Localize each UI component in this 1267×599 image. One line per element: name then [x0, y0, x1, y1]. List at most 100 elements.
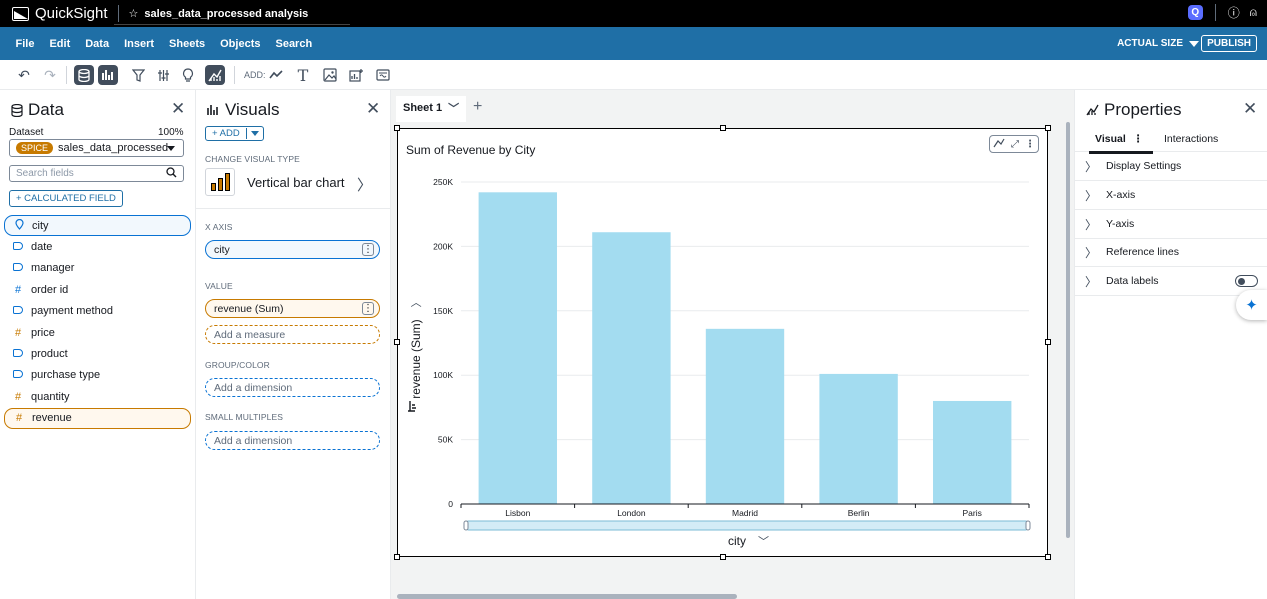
- bar-berlin[interactable]: [819, 373, 898, 504]
- more-options-icon[interactable]: ⋮: [1025, 138, 1035, 150]
- add-calculated-field-button[interactable]: + CALCULATED FIELD: [9, 190, 123, 207]
- tab-interactions[interactable]: Interactions: [1164, 133, 1219, 145]
- add-visual-dropdown-icon[interactable]: [247, 131, 263, 136]
- field-menu-icon[interactable]: ⋮: [362, 243, 374, 256]
- dataset-select[interactable]: SPICE sales_data_processed: [9, 139, 184, 157]
- x-axis-chevron-icon[interactable]: ﹀: [758, 535, 769, 548]
- field-product[interactable]: product: [4, 343, 191, 364]
- actual-size-dropdown[interactable]: ACTUAL SIZE: [1117, 38, 1199, 49]
- resize-handle[interactable]: [394, 339, 400, 345]
- data-panel-toggle-icon[interactable]: [74, 65, 94, 85]
- close-data-panel-icon[interactable]: ✕: [171, 99, 186, 118]
- resize-handle[interactable]: [720, 125, 726, 131]
- y-axis-title[interactable]: revenue (Sum): [409, 319, 423, 398]
- chevron-down-icon[interactable]: ﹀: [448, 103, 460, 115]
- close-properties-panel-icon[interactable]: ✕: [1243, 99, 1258, 118]
- sort-icon[interactable]: [408, 401, 416, 412]
- data-labels-toggle[interactable]: [1235, 275, 1258, 287]
- analysis-title[interactable]: ☆ sales_data_processed analysis: [128, 7, 309, 21]
- menu-sheets[interactable]: Sheets: [169, 37, 206, 50]
- help-icon[interactable]: ⓘ: [1227, 6, 1240, 20]
- menu-insert[interactable]: Insert: [124, 37, 155, 50]
- insights-icon[interactable]: [178, 65, 198, 85]
- resize-handle[interactable]: [1045, 554, 1051, 560]
- filter-icon[interactable]: [128, 65, 148, 85]
- resize-handle[interactable]: [720, 554, 726, 560]
- add-measure-well[interactable]: Add a measure: [205, 325, 380, 344]
- x-axis-title[interactable]: city: [728, 534, 746, 548]
- field-payment-method[interactable]: payment method: [4, 301, 191, 322]
- add-embed-icon[interactable]: [373, 65, 393, 85]
- menu-search[interactable]: Search: [275, 37, 313, 50]
- add-image-icon[interactable]: [320, 65, 340, 85]
- add-sheet-button[interactable]: +: [473, 98, 483, 115]
- add-insight-icon[interactable]: [346, 65, 366, 85]
- field-revenue[interactable]: # revenue: [4, 407, 191, 429]
- section-data-labels[interactable]: 〉 Data labels: [1075, 267, 1267, 296]
- quicksight-logo[interactable]: QuickSight: [0, 5, 108, 22]
- add-visual-icon[interactable]: [266, 65, 286, 85]
- field-order-id[interactable]: # order id: [4, 279, 191, 300]
- visual-type-selector[interactable]: Vertical bar chart 〉: [205, 167, 380, 197]
- vertical-scrollbar[interactable]: [1066, 122, 1070, 538]
- x-axis-field-well[interactable]: city ⋮: [205, 240, 380, 259]
- undo-icon[interactable]: ↶: [18, 66, 30, 83]
- section-display-settings[interactable]: 〉 Display Settings: [1075, 152, 1267, 181]
- bar-paris[interactable]: [933, 400, 1012, 504]
- value-field-well[interactable]: revenue (Sum) ⋮: [205, 299, 380, 318]
- group-color-well[interactable]: Add a dimension: [205, 378, 380, 397]
- expand-icon[interactable]: ⤢: [1011, 138, 1019, 150]
- section-reference-lines[interactable]: 〉 Reference lines: [1075, 238, 1267, 267]
- redo-icon[interactable]: ↷: [44, 66, 56, 83]
- field-date[interactable]: date: [4, 236, 191, 257]
- bar-lisbon[interactable]: [478, 192, 557, 504]
- section-x-axis[interactable]: 〉 X-axis: [1075, 181, 1267, 210]
- search-icon[interactable]: [166, 167, 177, 181]
- range-slider-right-handle[interactable]: [1025, 520, 1031, 531]
- chart-title[interactable]: Sum of Revenue by City: [406, 143, 536, 157]
- menu-data[interactable]: Data: [85, 37, 110, 50]
- resize-handle[interactable]: [394, 554, 400, 560]
- menu-objects[interactable]: Objects: [220, 37, 261, 50]
- field-menu-icon[interactable]: ⋮: [362, 302, 374, 315]
- x-axis-range-slider[interactable]: [463, 520, 1031, 531]
- bar-london[interactable]: [592, 232, 671, 504]
- star-icon[interactable]: ☆: [128, 8, 139, 20]
- bar-chart-visual[interactable]: Sum of Revenue by City ⤢ ⋮ 0 50K 100K 150K 2…: [394, 125, 1051, 560]
- properties-panel-toggle-icon[interactable]: [205, 65, 225, 85]
- field-quantity[interactable]: # quantity: [4, 386, 191, 407]
- properties-icon[interactable]: [993, 138, 1005, 151]
- tab-sheet-1[interactable]: Sheet 1 ﹀: [396, 96, 466, 122]
- q-assistant-icon[interactable]: Q: [1187, 5, 1203, 20]
- menu-file[interactable]: File: [15, 37, 35, 50]
- chevron-right-icon[interactable]: 〉: [356, 177, 372, 194]
- resize-handle[interactable]: [1045, 125, 1051, 131]
- add-visual-split-button[interactable]: + ADD: [205, 126, 264, 141]
- small-multiples-well[interactable]: Add a dimension: [205, 431, 380, 450]
- field-city[interactable]: city: [4, 215, 191, 237]
- assistant-sparkle-icon[interactable]: ✦: [1236, 290, 1267, 320]
- field-price[interactable]: # price: [4, 322, 191, 343]
- parameters-icon[interactable]: [153, 65, 173, 85]
- close-visuals-panel-icon[interactable]: ✕: [366, 99, 381, 118]
- geo-pin-icon: [13, 218, 25, 233]
- field-purchase-type[interactable]: purchase type: [4, 365, 191, 386]
- visuals-panel-toggle-icon[interactable]: [98, 65, 118, 85]
- bar-madrid[interactable]: [705, 328, 785, 504]
- range-slider-left-handle[interactable]: [463, 520, 469, 531]
- user-icon[interactable]: ⍝: [1249, 5, 1257, 19]
- resize-handle[interactable]: [1045, 339, 1051, 345]
- tab-visual[interactable]: Visual ⋮: [1088, 133, 1154, 154]
- section-y-axis[interactable]: 〉 Y-axis: [1075, 210, 1267, 239]
- publish-button[interactable]: PUBLISH: [1201, 35, 1257, 52]
- horizontal-scrollbar[interactable]: [397, 594, 737, 599]
- more-options-icon[interactable]: ⋮: [1132, 133, 1144, 145]
- search-fields-input[interactable]: [9, 165, 184, 182]
- menu-edit[interactable]: Edit: [49, 37, 71, 50]
- analysis-title-text[interactable]: sales_data_processed analysis: [144, 7, 309, 20]
- resize-handle[interactable]: [394, 125, 400, 131]
- field-manager[interactable]: manager: [4, 258, 191, 279]
- y-axis-chevron-icon[interactable]: 〉: [410, 297, 423, 308]
- add-visual-button[interactable]: + ADD: [206, 128, 247, 139]
- add-text-icon[interactable]: T: [297, 65, 309, 85]
